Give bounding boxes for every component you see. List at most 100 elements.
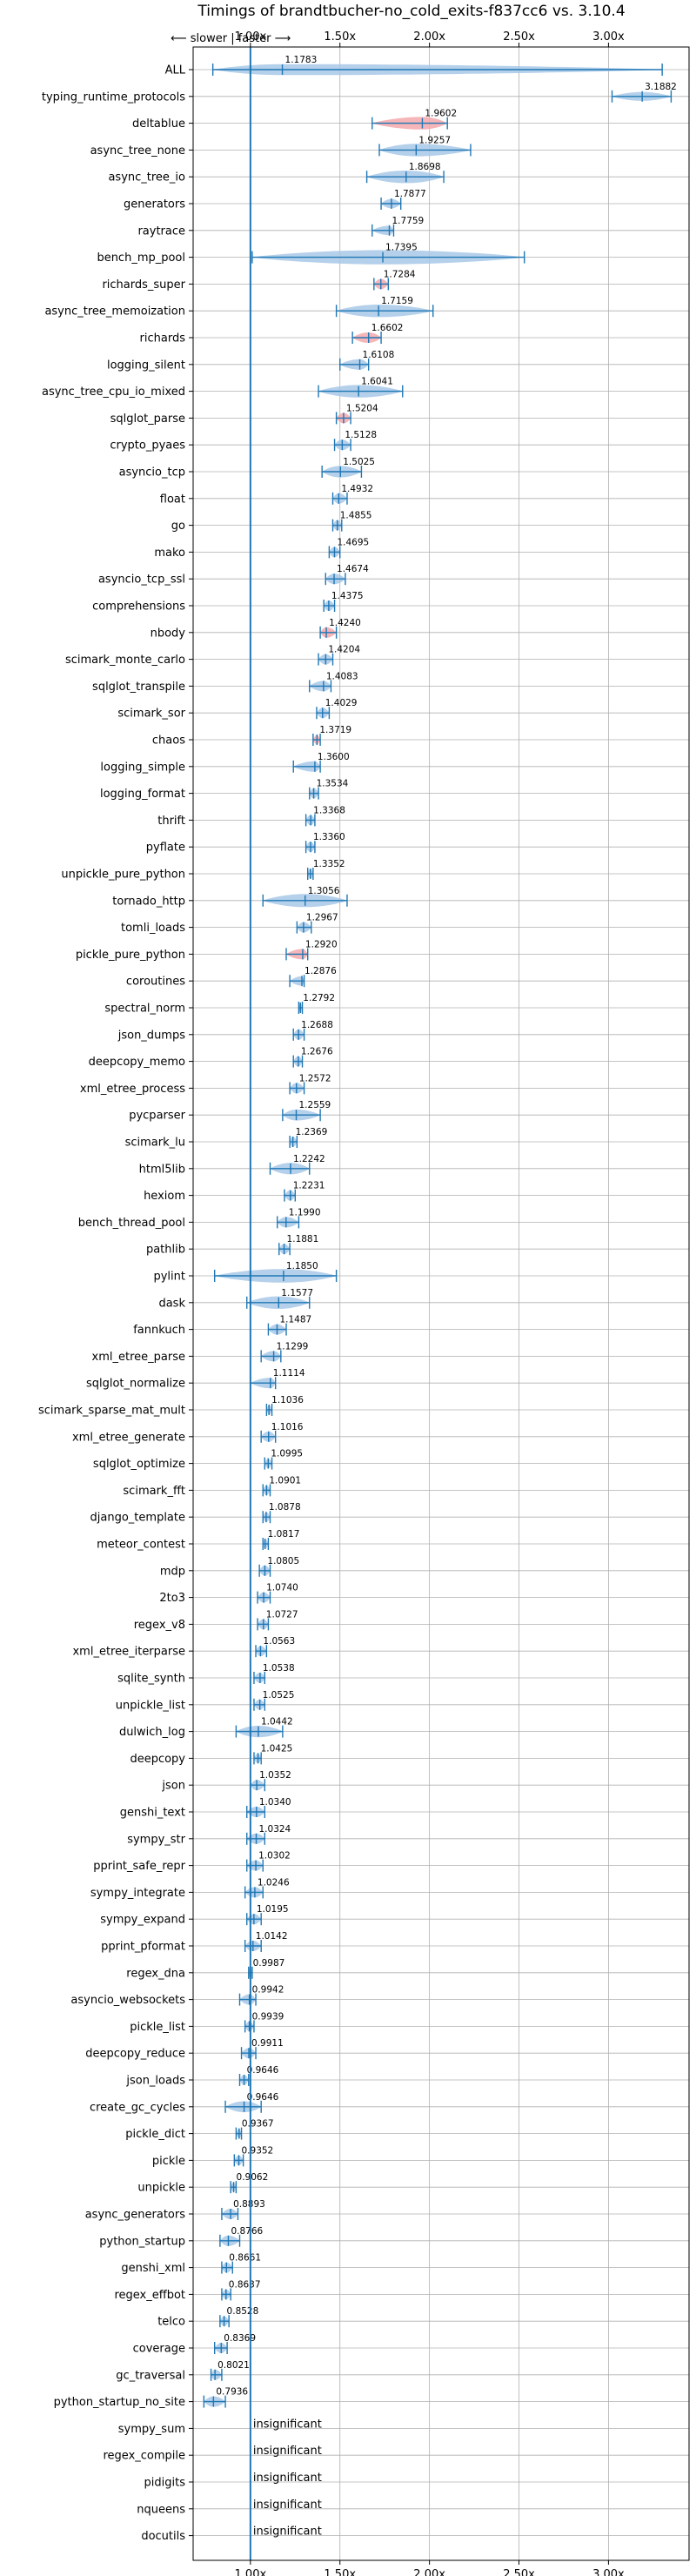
- benchmark-row: gc_traversal 0.8021: [116, 2360, 689, 2382]
- x-tick-label-top: 2.50x: [503, 30, 535, 44]
- benchmark-row: thrift 1.3368: [157, 805, 689, 828]
- benchmark-row: pickle 0.9352: [152, 2145, 689, 2168]
- benchmark-row: ALL 1.1783: [165, 55, 689, 77]
- benchmark-name: unpickle_pure_python: [61, 869, 185, 882]
- benchmark-name: pycparser: [129, 1110, 185, 1123]
- value-label: 1.2231: [293, 1181, 325, 1191]
- benchmark-name: sympy_expand: [100, 1914, 185, 1927]
- benchmark-name: json_dumps: [117, 1029, 185, 1042]
- benchmark-row: async_tree_memoization 1.7159: [44, 296, 689, 319]
- value-label: 0.8021: [218, 2360, 250, 2371]
- benchmark-name: pylint: [153, 1271, 185, 1284]
- benchmark-name: pickle_list: [130, 2021, 185, 2034]
- benchmark-name: unpickle_list: [116, 1699, 185, 1712]
- benchmark-name: pprint_pformat: [101, 1941, 185, 1954]
- value-label: 1.0817: [268, 1529, 300, 1540]
- benchmark-name: django_template: [90, 1512, 185, 1525]
- benchmark-row: pathlib 1.1881: [146, 1234, 689, 1257]
- benchmark-name: async_tree_io: [108, 171, 185, 184]
- benchmark-name: dask: [158, 1297, 185, 1310]
- x-tick-label-bottom: 2.00x: [413, 2568, 445, 2576]
- benchmark-name: html5lib: [139, 1163, 185, 1176]
- benchmark-row: generators 1.7877: [124, 189, 689, 211]
- value-label: 1.0901: [269, 1475, 301, 1486]
- benchmark-name: fannkuch: [133, 1324, 185, 1337]
- benchmark-name: thrift: [157, 815, 185, 828]
- benchmark-name: scimark_sor: [117, 708, 185, 721]
- benchmark-row: 2to3 1.0740: [159, 1583, 689, 1605]
- value-label: 1.5128: [345, 430, 377, 440]
- benchmark-row: xml_etree_iterparse 1.0563: [72, 1636, 689, 1659]
- direction-label: ⟵ slower | faster ⟶: [171, 32, 291, 45]
- benchmark-row: unpickle_pure_python 1.3352: [61, 859, 689, 882]
- benchmark-row: sqlglot_parse 1.5204: [110, 403, 689, 426]
- benchmark-name: regex_effbot: [114, 2289, 185, 2302]
- value-label: 1.4695: [337, 537, 369, 547]
- x-tick-label-bottom: 1.00x: [235, 2568, 267, 2576]
- benchmark-name: regex_dna: [126, 1967, 185, 1980]
- benchmark-name: pickle: [152, 2155, 185, 2168]
- x-axis-bottom: 1.00x 1.50x 2.00x 2.50x 3.00x: [235, 2560, 625, 2576]
- benchmark-name: bench_thread_pool: [78, 1217, 185, 1230]
- benchmark-name: sympy_integrate: [90, 1887, 185, 1900]
- benchmark-name: sympy_sum: [118, 2423, 185, 2436]
- value-label: 0.9646: [247, 2065, 279, 2076]
- benchmark-row: richards 1.6602: [140, 323, 689, 345]
- benchmark-row: richards_super 1.7284: [102, 269, 689, 292]
- x-axis-top: 1.00x 1.50x 2.00x 2.50x 3.00x: [235, 30, 625, 47]
- benchmark-name: json: [161, 1780, 185, 1793]
- plot-frame: [192, 46, 690, 2561]
- value-label: 1.4204: [328, 645, 360, 655]
- value-label: 1.0324: [259, 1824, 291, 1835]
- value-label: 0.9062: [237, 2172, 269, 2183]
- benchmark-name: deltablue: [132, 117, 185, 131]
- value-label: 1.0995: [271, 1449, 303, 1459]
- benchmark-name: regex_compile: [103, 2450, 185, 2463]
- benchmark-row: async_tree_none 1.9257: [90, 135, 689, 158]
- x-tick-label-bottom: 1.50x: [324, 2568, 356, 2576]
- benchmark-row: mako 1.4695: [154, 537, 689, 560]
- value-label: 0.7936: [216, 2387, 248, 2398]
- benchmark-name: nqueens: [137, 2503, 185, 2516]
- value-label: 1.1016: [271, 1422, 304, 1432]
- benchmark-name: mako: [154, 547, 185, 560]
- benchmark-name: pidigits: [144, 2477, 186, 2490]
- value-label: 1.1881: [287, 1234, 319, 1244]
- benchmark-name: xml_etree_parse: [92, 1351, 185, 1364]
- benchmark-row: json_dumps 1.2688: [117, 1020, 689, 1042]
- benchmark-row: asyncio_websockets 0.9942: [70, 1985, 689, 2007]
- benchmark-row: regex_effbot 0.8637: [114, 2279, 689, 2302]
- value-label: 0.9939: [252, 2011, 284, 2022]
- benchmark-row: sympy_str 1.0324: [127, 1824, 689, 1846]
- value-label: 0.9911: [251, 2038, 284, 2049]
- value-label: 0.9942: [252, 1985, 284, 1996]
- benchmark-name: hexiom: [144, 1190, 185, 1203]
- insignificant-label: insignificant: [253, 2445, 322, 2458]
- benchmark-row: json_loads 0.9646: [125, 2065, 689, 2088]
- benchmark-row: scimark_sparse_mat_mult 1.1036: [38, 1395, 689, 1418]
- value-label: 1.9602: [425, 109, 457, 119]
- insignificant-label: insignificant: [253, 2526, 322, 2539]
- insignificant-label: insignificant: [253, 2472, 322, 2485]
- benchmark-row: typing_runtime_protocols 3.1882: [42, 82, 689, 104]
- x-tick-label-bottom: 2.50x: [503, 2568, 535, 2576]
- value-label: 1.3600: [318, 752, 350, 762]
- value-label: 1.5025: [343, 457, 375, 467]
- benchmark-row: sympy_integrate 1.0246: [90, 1877, 689, 1900]
- benchmark-row: bench_mp_pool 1.7395: [97, 243, 689, 265]
- value-label: 1.0563: [263, 1636, 295, 1647]
- benchmark-name: deepcopy_memo: [89, 1056, 185, 1069]
- value-label: 1.2676: [301, 1047, 333, 1057]
- benchmark-name: go: [171, 520, 185, 533]
- benchmark-name: bench_mp_pool: [97, 252, 185, 265]
- benchmark-name: xml_etree_generate: [72, 1431, 185, 1444]
- benchmark-row: async_generators 0.8893: [85, 2199, 689, 2222]
- value-label: 3.1882: [645, 82, 677, 92]
- benchmark-row: genshi_text 1.0340: [120, 1797, 689, 1820]
- benchmark-name: genshi_text: [120, 1807, 185, 1820]
- benchmark-name: scimark_monte_carlo: [65, 654, 185, 667]
- benchmark-row: sympy_sum insignificant: [118, 2418, 689, 2436]
- benchmark-row: scimark_fft 1.0901: [123, 1475, 689, 1498]
- benchmark-name: pickle_pure_python: [76, 949, 185, 962]
